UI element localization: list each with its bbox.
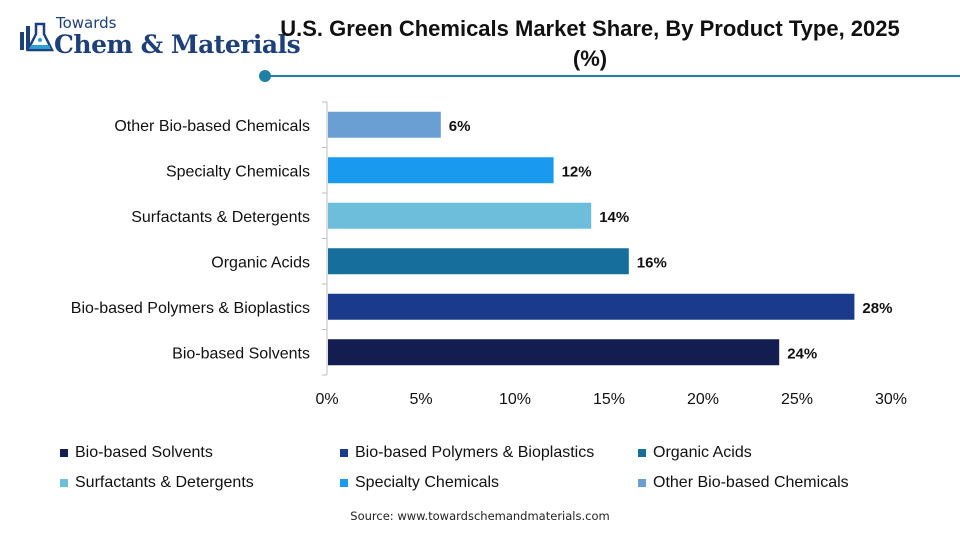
legend-label: Bio-based Polymers & Bioplastics <box>355 444 595 461</box>
legend-item: Specialty Chemicals <box>340 474 499 492</box>
category-label: Specialty Chemicals <box>166 163 310 180</box>
data-label: 24% <box>787 345 817 362</box>
legend-swatch <box>340 479 348 487</box>
legend-swatch <box>638 449 646 457</box>
title-divider-dot <box>259 70 271 82</box>
brand-logo: Towards Chem & Materials <box>16 12 301 64</box>
x-tick-label: 5% <box>409 391 432 408</box>
category-label: Other Bio-based Chemicals <box>114 118 310 135</box>
legend-item: Organic Acids <box>638 444 752 462</box>
legend-swatch <box>340 449 348 457</box>
legend-label: Other Bio-based Chemicals <box>653 474 849 491</box>
bar <box>328 248 629 275</box>
chart-title: U.S. Green Chemicals Market Share, By Pr… <box>280 16 900 71</box>
legend-swatch <box>638 479 646 487</box>
x-tick-label: 10% <box>499 391 531 408</box>
data-label: 28% <box>862 300 892 317</box>
legend-swatch <box>60 479 68 487</box>
category-label: Bio-based Solvents <box>172 345 310 362</box>
legend-item: Other Bio-based Chemicals <box>638 474 849 492</box>
logo-main-text: Chem & Materials <box>54 30 301 59</box>
logo-top-text: Towards <box>56 14 117 32</box>
bar <box>328 157 554 184</box>
data-label: 6% <box>449 118 471 135</box>
x-tick-label: 15% <box>593 391 625 408</box>
data-label: 16% <box>637 254 667 271</box>
legend-item: Surfactants & Detergents <box>60 474 254 492</box>
data-label: 14% <box>599 209 629 226</box>
bar <box>328 339 780 366</box>
x-tick-label: 30% <box>875 391 907 408</box>
legend-label: Surfactants & Detergents <box>75 474 254 491</box>
bar <box>328 293 855 320</box>
data-label: 12% <box>562 163 592 180</box>
legend-label: Specialty Chemicals <box>355 474 500 491</box>
title-divider <box>264 75 960 77</box>
legend-item: Bio-based Polymers & Bioplastics <box>340 444 594 462</box>
x-tick-label: 20% <box>687 391 719 408</box>
category-label: Organic Acids <box>211 254 310 271</box>
category-label: Surfactants & Detergents <box>131 209 310 226</box>
bar-chart: Bio-based Solvents 24% Bio-based Polymers … <box>71 101 907 408</box>
x-tick-label: 0% <box>315 391 338 408</box>
x-tick-label: 25% <box>781 391 813 408</box>
legend-label: Bio-based Solvents <box>75 444 213 461</box>
legend-swatch <box>60 449 68 457</box>
flask-logo-icon <box>20 22 55 52</box>
legend-label: Organic Acids <box>653 444 752 461</box>
legend-item: Bio-based Solvents <box>60 444 213 462</box>
source-note: Source: www.towardschemandmaterials.com <box>350 509 610 523</box>
bar <box>328 111 441 138</box>
category-label: Bio-based Polymers & Bioplastics <box>71 300 310 317</box>
bar <box>328 202 592 229</box>
